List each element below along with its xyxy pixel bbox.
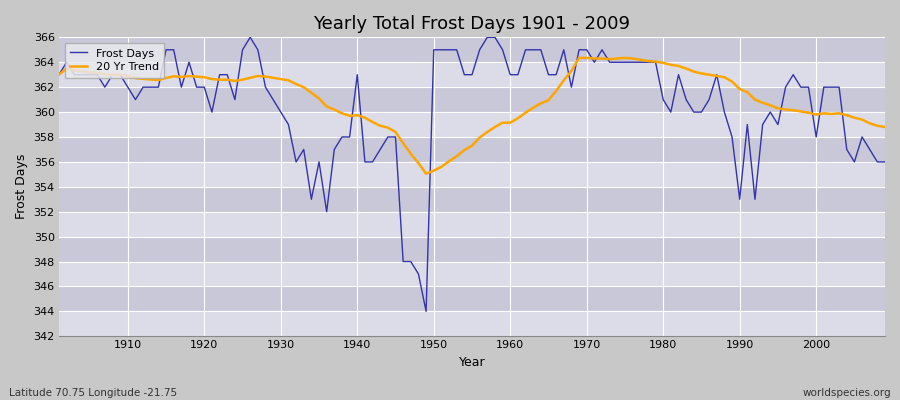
Bar [59,62,885,87]
Bar [59,262,885,286]
20 Yr Trend [879,125,890,130]
20 Yr Trend [283,78,293,83]
Bar [59,311,885,336]
Text: Latitude 70.75 Longitude -21.75: Latitude 70.75 Longitude -21.75 [9,388,177,398]
Text: worldspecies.org: worldspecies.org [803,388,891,398]
Frost Days [879,160,890,164]
Frost Days [612,60,623,65]
Frost Days [337,134,347,139]
Frost Days [420,309,431,314]
Legend: Frost Days, 20 Yr Trend: Frost Days, 20 Yr Trend [65,43,165,78]
20 Yr Trend [512,116,523,121]
20 Yr Trend [115,72,126,77]
20 Yr Trend [612,56,623,61]
Bar [59,237,885,262]
20 Yr Trend [505,120,516,125]
Frost Days [115,72,126,77]
Y-axis label: Frost Days: Frost Days [15,154,28,220]
Line: 20 Yr Trend: 20 Yr Trend [59,58,885,174]
Bar [59,37,885,62]
Bar [59,286,885,311]
X-axis label: Year: Year [459,356,485,369]
Bar [59,212,885,237]
20 Yr Trend [420,171,431,176]
Line: Frost Days: Frost Days [59,37,885,311]
20 Yr Trend [328,107,339,112]
Frost Days [291,160,302,164]
Bar [59,137,885,162]
Bar [59,162,885,187]
Bar [59,112,885,137]
Bar [59,87,885,112]
Frost Days [512,72,523,77]
Frost Days [54,72,65,77]
Frost Days [245,35,256,40]
Title: Yearly Total Frost Days 1901 - 2009: Yearly Total Frost Days 1901 - 2009 [313,15,631,33]
Bar [59,187,885,212]
Frost Days [520,47,531,52]
20 Yr Trend [573,56,584,60]
20 Yr Trend [54,72,65,77]
